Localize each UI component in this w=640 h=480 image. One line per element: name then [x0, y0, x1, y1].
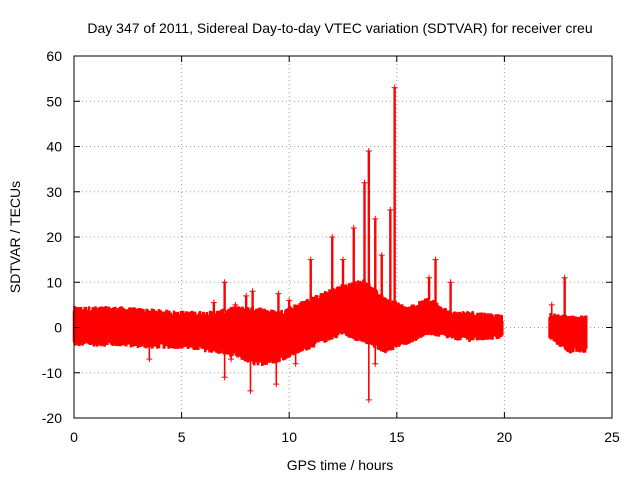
- data-point: [548, 301, 555, 308]
- data-point: [365, 148, 372, 155]
- chart-title: Day 347 of 2011, Sidereal Day-to-day VTE…: [87, 20, 592, 36]
- data-point: [307, 256, 314, 263]
- x-axis: 0 5 10 15 20 25: [70, 56, 620, 445]
- data-point: [292, 360, 299, 367]
- data-point: [387, 206, 394, 213]
- x-tick-label: 20: [497, 429, 513, 445]
- y-axis: -20 -10 0 10 20 30 40 50 60: [42, 48, 612, 426]
- data-band-late: [548, 312, 588, 354]
- spike: [561, 274, 568, 319]
- x-tick-label: 5: [178, 429, 186, 445]
- spike: [365, 148, 372, 286]
- data-point: [221, 374, 228, 381]
- data-point: [372, 215, 379, 222]
- data-point: [365, 396, 372, 403]
- spike: [426, 274, 433, 301]
- y-tick-label: -10: [42, 365, 62, 381]
- spike: [432, 256, 439, 305]
- spike: [387, 206, 394, 303]
- dip: [146, 345, 153, 363]
- dip: [365, 342, 372, 403]
- y-tick-label: 0: [54, 320, 62, 336]
- data-point: [146, 356, 153, 363]
- y-tick-label: 50: [46, 93, 62, 109]
- data-spikes: [210, 84, 568, 319]
- data-point: [329, 234, 336, 240]
- data-dips: [146, 301, 555, 403]
- x-tick-label: 15: [389, 429, 405, 445]
- data-point: [228, 356, 235, 363]
- spike: [243, 292, 250, 310]
- dip: [221, 352, 228, 381]
- spike: [210, 299, 217, 314]
- y-tick-label: 40: [46, 139, 62, 155]
- data-point: [247, 387, 254, 394]
- data-point: [273, 381, 280, 388]
- dip: [292, 351, 299, 367]
- grid: [74, 56, 612, 418]
- data-layer: [72, 84, 588, 403]
- spike: [350, 224, 357, 285]
- data-point: [275, 290, 282, 297]
- data-point: [432, 256, 439, 263]
- dip: [372, 345, 379, 367]
- data-point: [210, 299, 217, 306]
- x-axis-label: GPS time / hours: [287, 457, 394, 473]
- y-tick-label: 60: [46, 48, 62, 64]
- x-tick-label: 25: [604, 429, 620, 445]
- data-point: [232, 301, 239, 308]
- spike: [249, 288, 256, 310]
- dip: [247, 360, 254, 394]
- data-point: [372, 360, 379, 367]
- y-tick-label: 10: [46, 274, 62, 290]
- data-point: [340, 256, 346, 263]
- data-point: [249, 288, 256, 295]
- dip: [273, 359, 280, 388]
- data-band-main: [72, 279, 504, 366]
- spike: [391, 84, 398, 304]
- spike: [275, 290, 282, 314]
- data-point: [561, 274, 568, 281]
- spike: [286, 297, 293, 310]
- spike: [329, 234, 336, 292]
- x-tick-label: 10: [281, 429, 297, 445]
- spike: [307, 256, 314, 301]
- data-point: [286, 297, 293, 304]
- data-point: [447, 279, 454, 286]
- spike: [361, 179, 368, 283]
- data-point: [243, 292, 250, 299]
- y-tick-label: -20: [42, 410, 62, 426]
- dip: [228, 353, 235, 363]
- y-axis-label: SDTVAR / TECUs: [7, 181, 23, 293]
- spike: [340, 256, 346, 287]
- spike: [447, 279, 454, 314]
- y-tick-label: 30: [46, 184, 62, 200]
- spike: [232, 301, 239, 310]
- data-point: [350, 224, 357, 231]
- y-tick-label: 20: [46, 229, 62, 245]
- data-point: [361, 179, 368, 186]
- data-point: [378, 252, 385, 259]
- data-point: [426, 274, 433, 281]
- data-point: [221, 279, 228, 286]
- x-tick-label: 0: [70, 429, 78, 445]
- spike: [372, 215, 379, 292]
- spike: [378, 252, 385, 297]
- data-point: [391, 84, 398, 91]
- spike: [221, 279, 228, 312]
- dip: [548, 301, 555, 317]
